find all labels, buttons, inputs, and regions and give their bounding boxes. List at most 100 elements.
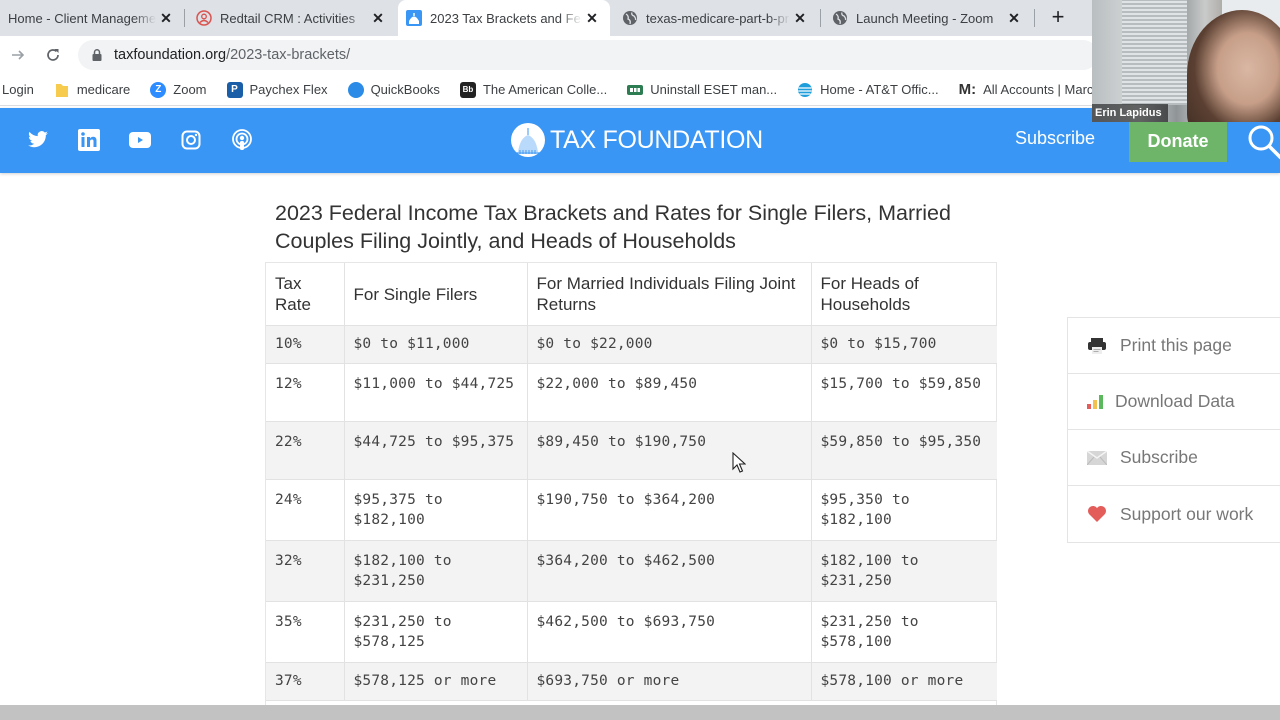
- bookmark-uninstall-eset[interactable]: Uninstall ESET man...: [627, 82, 777, 98]
- bookmark-label: QuickBooks: [370, 82, 440, 97]
- search-button[interactable]: [1245, 122, 1280, 167]
- tab-redtail-crm[interactable]: Redtail CRM : Activities ✕: [188, 0, 396, 36]
- tab-title: Redtail CRM : Activities: [220, 10, 356, 26]
- cell-rate: 22%: [266, 421, 345, 480]
- cell-hoh: $231,250 to $578,100: [811, 601, 997, 663]
- cell-single: $95,375 to $182,100: [344, 479, 528, 541]
- instagram-link[interactable]: [179, 128, 203, 152]
- bookmark-login[interactable]: Login: [2, 82, 34, 97]
- tab-title: Launch Meeting - Zoom: [856, 10, 994, 26]
- download-data-link[interactable]: Download Data: [1068, 374, 1280, 430]
- tab-tax-brackets[interactable]: 2023 Tax Brackets and Federal ✕: [398, 0, 610, 36]
- tab-texas-medicare[interactable]: texas-medicare-part-b-premium ✕: [614, 0, 818, 36]
- forward-button[interactable]: [6, 43, 30, 67]
- twitter-link[interactable]: [26, 128, 50, 152]
- cell-rate: 10%: [266, 325, 345, 364]
- table-row: 10% $0 to $11,000 $0 to $22,000 $0 to $1…: [266, 325, 997, 364]
- tab-title: Home - Client Management: [8, 10, 156, 26]
- twitter-icon: [28, 131, 48, 148]
- action-label: Subscribe: [1120, 447, 1198, 467]
- tab-separator: [184, 9, 185, 27]
- tax-foundation-icon: [406, 10, 422, 26]
- tab-separator: [820, 9, 821, 27]
- bookmark-paychex-flex[interactable]: P Paychex Flex: [226, 81, 328, 98]
- new-tab-button[interactable]: +: [1051, 4, 1065, 29]
- address-bar[interactable]: taxfoundation.org/2023-tax-brackets/: [78, 40, 1098, 70]
- bookmark-label: Login: [2, 82, 34, 97]
- tab-title: texas-medicare-part-b-premium: [646, 10, 790, 26]
- tab-title: 2023 Tax Brackets and Federal: [430, 10, 582, 26]
- table-row: 32% $182,100 to $231,250 $364,200 to $46…: [266, 540, 997, 602]
- table-row: 22% $44,725 to $95,375 $89,450 to $190,7…: [266, 421, 997, 480]
- quickbooks-icon: [347, 81, 364, 98]
- tax-brackets-table: Tax Rate For Single Filers For Married I…: [265, 262, 997, 707]
- column-header-tax-rate: Tax Rate: [266, 263, 345, 326]
- cell-married: $693,750 or more: [527, 662, 812, 701]
- url-domain: taxfoundation.org: [114, 47, 227, 63]
- video-participant-thumbnail[interactable]: Erin Lapidus: [1092, 0, 1280, 122]
- heart-icon: [1086, 504, 1108, 524]
- bookmark-all-accounts[interactable]: M: All Accounts | Marc...: [959, 81, 1105, 98]
- bar-chart-icon: [1086, 392, 1104, 412]
- bookmark-label: Zoom: [173, 82, 207, 97]
- cell-rate: 24%: [266, 479, 345, 541]
- m-icon: M:: [958, 81, 977, 98]
- cell-hoh: $182,100 to $231,250: [811, 540, 997, 602]
- bookmark-zoom[interactable]: Z Zoom: [150, 81, 207, 98]
- bookmark-label: Paychex Flex: [249, 82, 328, 97]
- close-icon[interactable]: ✕: [586, 9, 598, 26]
- table-row: 37% $578,125 or more $693,750 or more $5…: [266, 662, 997, 701]
- logo-text: TAX FOUNDATION: [550, 125, 763, 154]
- podcast-link[interactable]: [230, 128, 254, 152]
- linkedin-link[interactable]: [77, 128, 101, 152]
- bookmark-quickbooks[interactable]: QuickBooks: [347, 81, 440, 98]
- cell-single: $0 to $11,000: [344, 325, 528, 364]
- linkedin-icon: [78, 129, 100, 151]
- bookmark-label: All Accounts | Marc...: [983, 82, 1105, 97]
- cell-hoh: $95,350 to $182,100: [811, 479, 997, 541]
- horizontal-scrollbar[interactable]: [0, 705, 1280, 720]
- envelope-icon: [1086, 448, 1108, 468]
- redtail-icon: [196, 10, 212, 26]
- bookmark-att-office[interactable]: Home - AT&T Offic...: [797, 82, 939, 98]
- cell-single: $231,250 to $578,125: [344, 601, 528, 663]
- header-subscribe-link[interactable]: Subscribe: [1015, 128, 1096, 148]
- cell-hoh: $0 to $15,700: [811, 325, 997, 364]
- cell-rate: 37%: [266, 662, 345, 701]
- browser-tab-strip: Home - Client Management ✕ Redtail CRM :…: [0, 0, 1280, 36]
- action-label: Download Data: [1115, 391, 1235, 411]
- globe-icon: [832, 10, 848, 26]
- cell-married: $22,000 to $89,450: [527, 363, 812, 422]
- lock-icon[interactable]: [90, 48, 104, 62]
- bookmark-label: Home - AT&T Offic...: [820, 82, 939, 97]
- cell-married: $89,450 to $190,750: [527, 421, 812, 480]
- site-header: TAX FOUNDATION Subscribe Donate: [0, 108, 1280, 173]
- support-our-work-link[interactable]: Support our work: [1068, 486, 1280, 542]
- tax-foundation-logo[interactable]: TAX FOUNDATION: [510, 120, 763, 160]
- tab-launch-meeting-zoom[interactable]: Launch Meeting - Zoom ✕: [824, 0, 1032, 36]
- cell-single: $44,725 to $95,375: [344, 421, 528, 480]
- blackboard-icon: Bb: [459, 81, 476, 98]
- folder-icon: [54, 82, 70, 98]
- mouse-cursor-icon: [732, 451, 747, 479]
- close-icon[interactable]: ✕: [1008, 9, 1020, 26]
- tab-client-management[interactable]: Home - Client Management ✕: [0, 0, 184, 36]
- subscribe-link[interactable]: Subscribe: [1068, 430, 1280, 486]
- close-icon[interactable]: ✕: [160, 9, 172, 26]
- reload-button[interactable]: [41, 43, 65, 67]
- table-row: 35% $231,250 to $578,125 $462,500 to $69…: [266, 601, 997, 663]
- table-row: 24% $95,375 to $182,100 $190,750 to $364…: [266, 479, 997, 541]
- att-icon: [797, 82, 813, 98]
- cell-single: $11,000 to $44,725: [344, 363, 528, 422]
- zoom-icon: Z: [150, 81, 167, 98]
- instagram-icon: [181, 130, 201, 150]
- bookmark-medicare[interactable]: medicare: [54, 82, 130, 98]
- donate-button[interactable]: Donate: [1129, 120, 1227, 162]
- close-icon[interactable]: ✕: [794, 9, 806, 26]
- cell-single: $182,100 to $231,250: [344, 540, 528, 602]
- close-icon[interactable]: ✕: [372, 9, 384, 26]
- url-path: /2023-tax-brackets/: [226, 47, 351, 63]
- youtube-link[interactable]: [128, 128, 152, 152]
- bookmark-american-college[interactable]: Bb The American Colle...: [459, 81, 607, 98]
- print-page-link[interactable]: Print this page: [1068, 318, 1280, 374]
